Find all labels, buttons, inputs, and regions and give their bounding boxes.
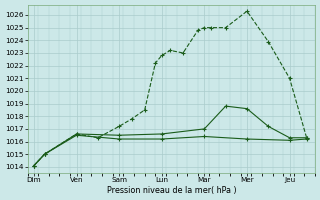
- X-axis label: Pression niveau de la mer( hPa ): Pression niveau de la mer( hPa ): [107, 186, 236, 195]
